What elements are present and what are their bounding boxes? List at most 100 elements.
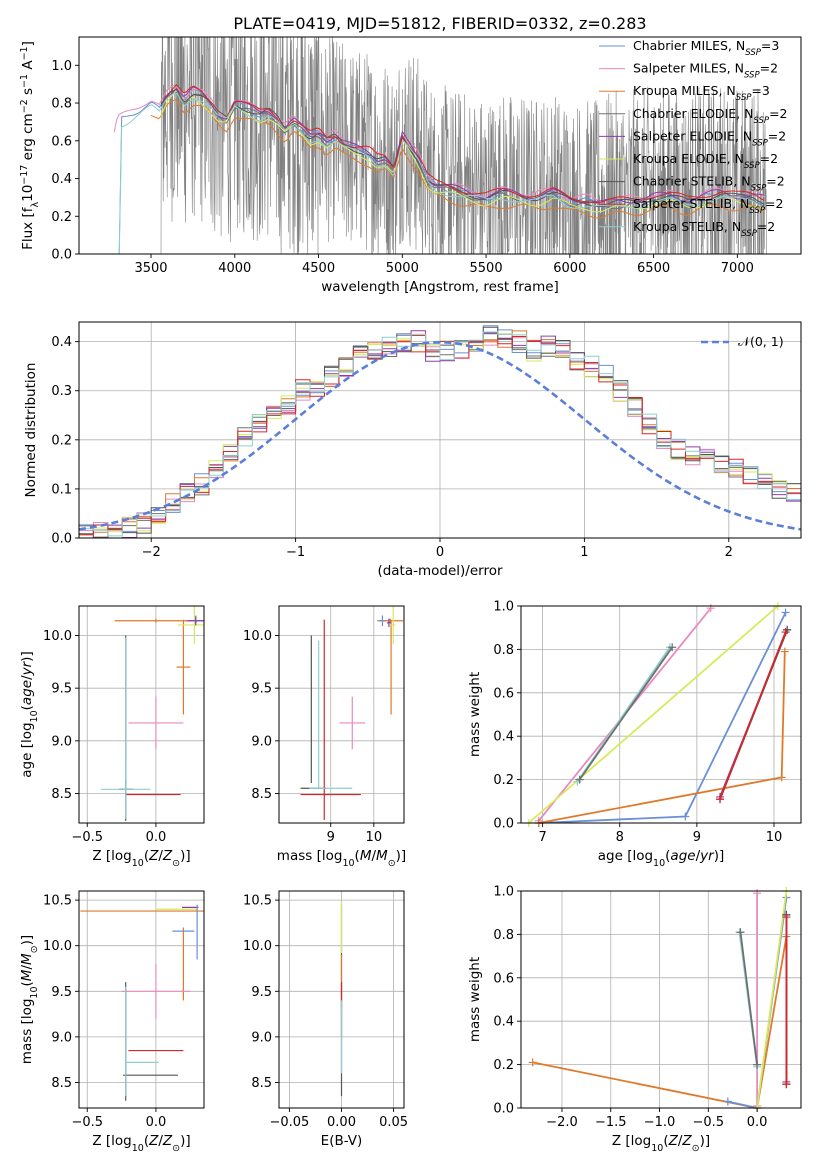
y-tick-label: 0.8 (493, 643, 514, 658)
spectrum-plot-area (113, 37, 767, 254)
y-axis-label: mass [log10(M/M⊙)] (19, 935, 40, 1064)
y-tick-label: 9.0 (251, 734, 272, 749)
legend-entry: Salpeter STELIB, NSSP=2 (633, 196, 783, 216)
y-tick-label: 1.0 (493, 885, 514, 900)
x-tick-label: 10 (766, 830, 783, 845)
x-axis-label: Z [log10(Z/Z⊙)] (612, 1133, 710, 1154)
x-tick-label: 3500 (134, 261, 167, 276)
legend-entry: Kroupa MILES, NSSP=3 (633, 83, 770, 103)
axes-decor-spectrum: 3500 4000 4500 5000 5500 6000 6500 7000 0.0 0.2 0.… (51, 36, 802, 276)
x-tick-label: 10 (366, 830, 383, 845)
axes-decor-z-vs-mass: −0.5 0.0 8.5 9.0 9.5 10.0 10.5 (43, 890, 205, 1130)
x-tick-label: 4000 (218, 261, 251, 276)
plot-frame (78, 605, 205, 824)
x-tick-label: 0 (436, 545, 444, 560)
y-tick-label: 8.5 (51, 1076, 72, 1091)
y-tick-label: 8.5 (251, 787, 272, 802)
x-tick-label: 5000 (386, 261, 419, 276)
y-tick-label: 0.4 (493, 730, 514, 745)
weight-marker (681, 812, 690, 821)
y-tick-label: 0.2 (51, 210, 72, 225)
model-line-8 (160, 84, 765, 204)
y-axis-label: mass weight (467, 957, 483, 1042)
axes-decor-mass-vs-age: 9 10 8.5 9.0 9.5 10.0 (243, 605, 405, 845)
y-tick-label: 10.0 (243, 629, 272, 644)
x-tick-label: 5500 (470, 261, 503, 276)
y-axis-label: age [log10(age/yr)] (19, 651, 40, 777)
legend-entry: Chabrier ELODIE, NSSP=2 (633, 106, 788, 126)
x-axis-label: age [log10(age/yr)] (598, 848, 724, 869)
weight-marker (736, 928, 745, 937)
y-axis-label: mass weight (467, 672, 483, 757)
legend-entry: Chabrier STELIB, NSSP=2 (633, 174, 785, 194)
x-tick-label: 0.0 (747, 1115, 768, 1130)
legend-entry: Salpeter ELODIE, NSSP=2 (633, 128, 786, 148)
y-tick-label: 10.0 (243, 939, 272, 954)
weight-marker (753, 1060, 762, 1069)
y-tick-label: 0.2 (493, 773, 514, 788)
x-axis-label: E(B-V) (321, 1133, 363, 1149)
x-tick-label: −1.0 (644, 1115, 676, 1130)
y-tick-label: 9.5 (251, 985, 272, 1000)
y-tick-label: 9.5 (51, 985, 72, 1000)
x-tick-label: 9 (327, 830, 335, 845)
weight-marker (528, 1058, 537, 1067)
plot-frame (78, 36, 802, 255)
y-tick-label: 0.0 (493, 817, 514, 832)
x-tick-label: 0.05 (379, 1115, 408, 1130)
x-tick-label: −1 (286, 545, 305, 560)
legend-entry: Salpeter MILES, NSSP=2 (633, 61, 778, 81)
x-tick-label: −0.5 (71, 1115, 103, 1130)
y-tick-label: 9.0 (51, 734, 72, 749)
x-axis-label: (data-model)/error (377, 563, 503, 579)
plot-frame (78, 890, 205, 1109)
y-tick-label: 0.4 (493, 1015, 514, 1030)
histogram-series-9 (79, 331, 801, 537)
x-tick-label: 0.0 (146, 830, 167, 845)
y-tick-label: 0.6 (493, 971, 514, 986)
x-tick-label: 4500 (302, 261, 335, 276)
axes-decor-ebv-vs-mass: −0.05 0.00 0.05 8.5 9.0 9.5 10.0 10.5 (243, 890, 408, 1130)
weight-line-7 (719, 631, 787, 800)
y-tick-label: 0.0 (51, 248, 72, 263)
y-axis-label: Normed distribution (23, 363, 39, 498)
errorbar-area-z-vs-age (100, 606, 204, 821)
x-tick-label: 0.00 (327, 1115, 356, 1130)
y-tick-label: 0.4 (51, 172, 72, 187)
weight-marker (781, 628, 790, 637)
y-tick-label: 10.0 (43, 629, 72, 644)
legend-entry: Kroupa STELIB, NSSP=2 (633, 219, 775, 239)
normal-curve (79, 340, 801, 531)
x-tick-label: −0.05 (269, 1115, 309, 1130)
y-tick-label: 0.6 (493, 686, 514, 701)
y-tick-label: 0.6 (51, 134, 72, 149)
axes-decor-z-vs-mass-weight: −2.0 −1.5 −1.0 −0.5 0.0 0.0 0.2 0.4 0.6 0.8 1.0 (493, 885, 802, 1130)
y-tick-label: 8.5 (51, 787, 72, 802)
weight-marker (780, 647, 789, 656)
errorbar-area-mass-vs-age (300, 606, 404, 820)
weight-marker (777, 773, 786, 782)
plot-frame (520, 605, 802, 824)
figure-title: PLATE=0419, MJD=51812, FIBERID=0332, z=0… (233, 14, 646, 33)
plot-frame (278, 605, 405, 824)
histogram-area (79, 325, 801, 538)
weight-line-9 (739, 932, 758, 1065)
model-line-3 (150, 98, 765, 219)
axes-mass-vs-age (279, 606, 404, 823)
legend-entry: Kroupa ELODIE, NSSP=2 (633, 151, 778, 171)
y-tick-label: 9.5 (251, 682, 272, 697)
legend-entry: 𝒩(0, 1) (738, 334, 784, 349)
x-tick-label: 6000 (553, 261, 586, 276)
axes-decor-residuals: −2 −1 0 1 2 0.0 0.1 0.2 0.3 0.4 (51, 321, 802, 560)
model-line-5 (160, 86, 765, 204)
y-tick-label: 0.2 (51, 433, 72, 448)
y-tick-label: 0.8 (51, 97, 72, 112)
x-tick-label: −0.5 (71, 830, 103, 845)
y-tick-label: 0.0 (51, 532, 72, 547)
y-tick-label: 8.5 (251, 1076, 272, 1091)
x-tick-label: 9 (693, 830, 701, 845)
axes-decor-z-vs-age: −0.5 0.0 8.5 9.0 9.5 10.0 (43, 605, 205, 845)
y-tick-label: 9.5 (51, 682, 72, 697)
errorbar-area-z-vs-mass (80, 904, 204, 1101)
